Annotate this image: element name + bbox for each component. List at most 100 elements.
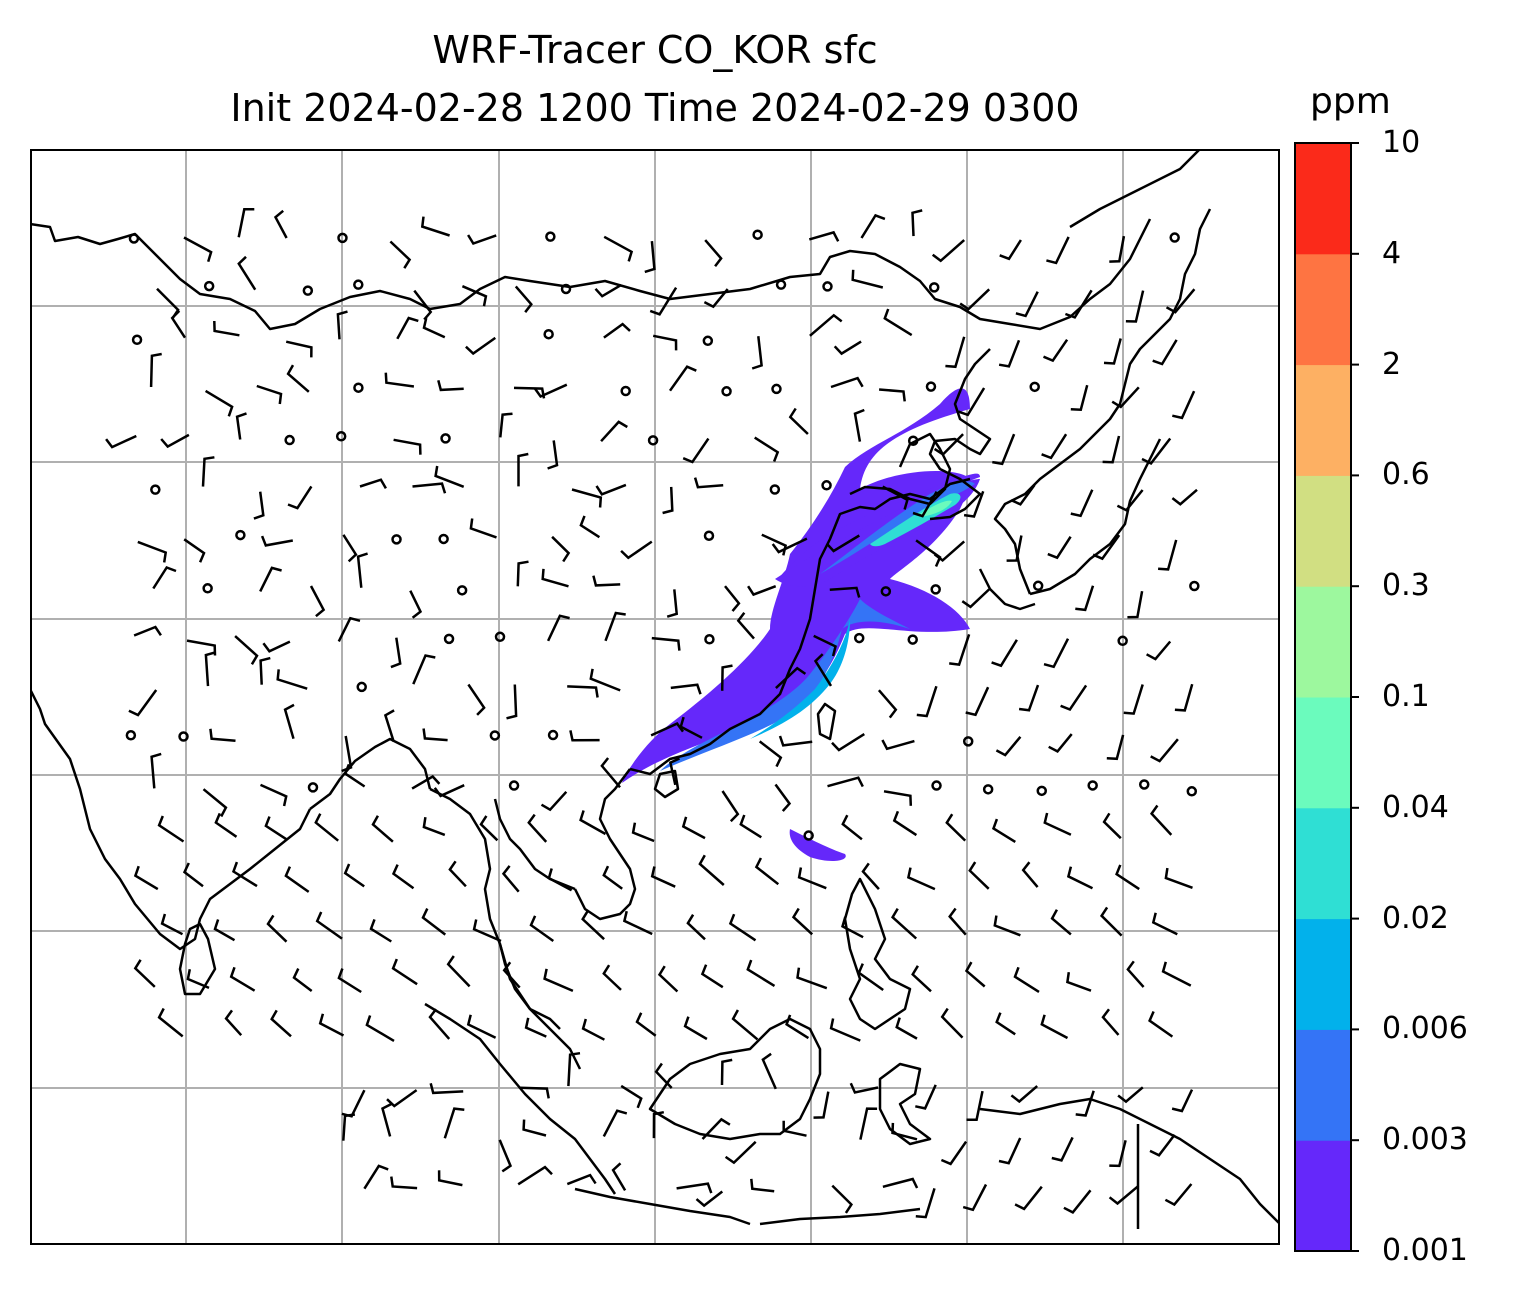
wind-barb — [604, 611, 626, 642]
wind-barb — [253, 491, 265, 520]
wind-barb — [1117, 1086, 1144, 1104]
wind-barb — [128, 689, 158, 717]
wind-barb — [284, 866, 310, 893]
wind-barb — [1075, 1090, 1095, 1117]
wind-barb — [524, 1017, 547, 1038]
wind-barb — [183, 538, 206, 563]
calm-wind-marker — [443, 633, 455, 645]
wind-barb — [992, 433, 1016, 466]
coast-vietnam — [573, 768, 637, 921]
wind-barb — [567, 685, 599, 698]
wind-barb — [1101, 1008, 1120, 1036]
colorbar-band — [1295, 1029, 1351, 1141]
wind-barb — [877, 689, 898, 719]
island-taiwan — [816, 702, 837, 741]
wind-barb — [264, 816, 288, 841]
calm-wind-marker — [128, 233, 140, 244]
wind-barb — [808, 230, 840, 242]
wind-barb — [365, 1015, 395, 1042]
wind-barb — [751, 336, 763, 370]
calm-wind-marker — [456, 585, 468, 596]
wind-barb — [830, 376, 864, 389]
calm-wind-marker — [647, 435, 659, 446]
calm-wind-marker — [335, 431, 347, 442]
wind-barb — [1050, 909, 1072, 936]
wind-barb — [437, 1170, 463, 1187]
wind-barb — [916, 685, 938, 718]
colorbar-tick-label: 0.04 — [1382, 789, 1449, 825]
wind-barb — [592, 575, 621, 587]
wind-barb — [422, 728, 448, 742]
wind-barb — [700, 964, 724, 989]
wind-barb — [1141, 437, 1172, 465]
calm-wind-marker — [150, 484, 161, 495]
calm-wind-marker — [1138, 779, 1150, 790]
wind-barb — [315, 911, 343, 940]
wind-barb — [589, 668, 621, 692]
calm-wind-marker — [704, 634, 715, 645]
wind-barb — [1010, 1085, 1039, 1104]
calm-wind-marker — [962, 736, 974, 747]
wind-barb — [933, 433, 964, 457]
wind-barb — [1006, 535, 1023, 562]
wind-barb — [517, 1165, 553, 1186]
colorbar-bands — [1295, 143, 1351, 1252]
calm-wind-marker — [1186, 786, 1198, 797]
wind-barb — [644, 240, 656, 274]
wind-barb — [1041, 433, 1068, 460]
wind-barb — [465, 336, 497, 356]
colorbar-tick-label: 2 — [1382, 346, 1402, 382]
calm-wind-marker — [235, 529, 246, 541]
coast-korea — [928, 348, 992, 521]
colorbar-band — [1295, 807, 1351, 920]
colorbar-tick-label: 0.02 — [1382, 900, 1449, 936]
wind-barb — [809, 313, 843, 337]
wind-barb — [1047, 536, 1072, 560]
calm-wind-marker — [1169, 232, 1180, 243]
wind-barb — [270, 1009, 292, 1038]
colorbar-band — [1295, 1140, 1351, 1252]
wind-barb — [479, 815, 499, 842]
wind-barb — [1010, 484, 1036, 506]
wind-barb — [728, 913, 757, 942]
wind-barb — [662, 486, 674, 515]
wind-barb — [1111, 386, 1140, 409]
calm-wind-marker — [853, 632, 865, 644]
wind-barb — [149, 352, 162, 388]
wind-barb — [260, 535, 294, 547]
wind-barb — [133, 959, 156, 988]
title-line-1: WRF-Tracer CO_KOR sfc — [432, 28, 878, 72]
wind-barb — [1043, 338, 1069, 363]
wind-barb — [1149, 1134, 1176, 1157]
wind-barb — [137, 540, 168, 563]
wind-barb — [1106, 734, 1125, 761]
wind-barb — [945, 336, 966, 369]
wind-barb — [883, 790, 913, 806]
calm-wind-marker — [353, 279, 364, 290]
wind-barb — [652, 334, 678, 351]
wind-barb — [213, 320, 240, 337]
wind-barb — [1066, 866, 1094, 890]
wind-barb — [1060, 684, 1088, 712]
wind-barb — [160, 913, 184, 936]
calm-wind-marker — [803, 830, 814, 841]
wind-barb — [631, 822, 655, 843]
wind-barb — [911, 965, 932, 993]
wind-barb — [603, 235, 634, 262]
wind-barb — [1126, 960, 1145, 988]
colorbar-tick-label: 4 — [1382, 235, 1402, 271]
wind-barb — [620, 540, 653, 560]
coast-newguinea — [979, 1097, 1280, 1225]
wind-barb — [547, 440, 559, 470]
calm-wind-marker — [822, 281, 833, 292]
wind-barb — [991, 818, 1016, 843]
wind-barb — [396, 316, 419, 340]
wind-barb — [813, 1091, 830, 1119]
wind-barb — [891, 907, 918, 940]
wind-barb — [681, 816, 706, 840]
wind-barb — [959, 288, 991, 311]
wind-barb — [945, 813, 967, 842]
map-gridlines — [30, 149, 1280, 1245]
wind-barb — [906, 867, 936, 891]
wind-barb — [383, 709, 395, 742]
